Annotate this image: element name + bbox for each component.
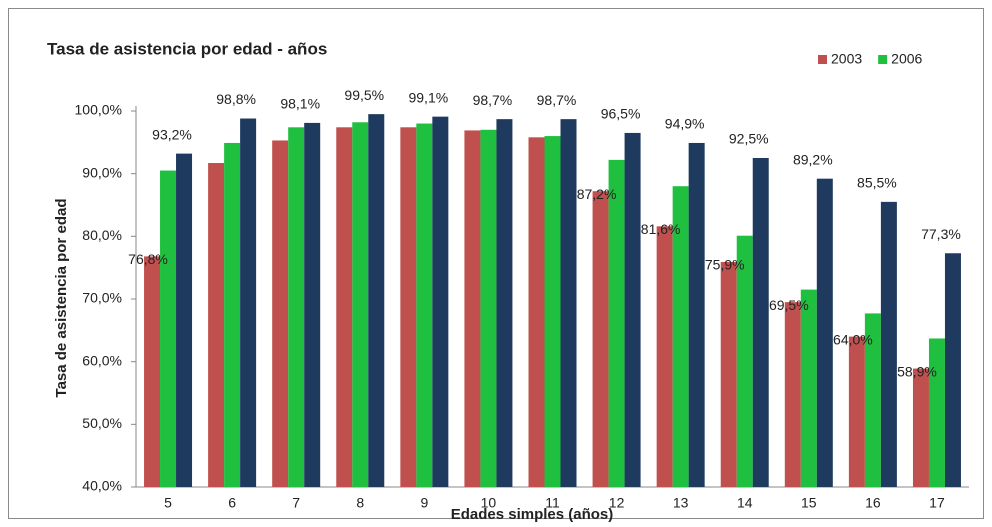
data-label: 98,1%: [280, 96, 320, 112]
y-tick-label: 80,0%: [82, 227, 122, 243]
bar: [752, 158, 769, 487]
data-label: 98,8%: [216, 91, 256, 107]
bar: [864, 313, 881, 487]
x-tick-label: 14: [737, 495, 753, 511]
bar: [880, 201, 897, 487]
legend-label: 2006: [891, 51, 922, 67]
bar: [592, 191, 609, 488]
x-axis-title: Edades simples (años): [451, 506, 614, 523]
x-tick-label: 11: [545, 495, 560, 511]
bar: [928, 338, 945, 487]
x-tick-label: 15: [801, 495, 817, 511]
bar: [464, 130, 481, 487]
bar: [496, 119, 513, 487]
x-tick-label: 6: [228, 495, 236, 511]
data-label: 77,3%: [921, 226, 961, 242]
bar: [848, 336, 865, 487]
data-label: 76,8%: [128, 251, 168, 267]
bar: [544, 136, 561, 488]
x-tick-label: 8: [356, 495, 364, 511]
bar: [480, 129, 497, 488]
y-tick-label: 90,0%: [82, 164, 122, 180]
bar: [160, 170, 177, 488]
bar: [304, 122, 321, 487]
legend-swatch: [818, 55, 827, 64]
bar: [784, 302, 801, 487]
data-label: 64,0%: [833, 331, 873, 347]
data-label: 94,9%: [665, 116, 705, 132]
data-label: 99,5%: [344, 87, 384, 103]
x-tick-label: 9: [420, 495, 428, 511]
y-tick-label: 70,0%: [82, 290, 122, 306]
x-tick-label: 12: [609, 495, 625, 511]
bar: [288, 127, 305, 487]
data-label: 85,5%: [857, 175, 897, 191]
bar: [208, 163, 225, 487]
data-label: 58,9%: [897, 363, 937, 379]
x-tick-label: 7: [292, 495, 300, 511]
legend-label: 2003: [831, 51, 862, 67]
chart-title: Tasa de asistencia por edad - años: [47, 39, 327, 58]
data-label: 96,5%: [601, 106, 641, 122]
data-label: 75,9%: [705, 257, 745, 273]
data-label: 81,6%: [641, 221, 681, 237]
bar: [240, 118, 257, 488]
legend-swatch: [878, 55, 888, 64]
bar: [176, 153, 193, 487]
bar: [624, 132, 641, 487]
data-label: 89,2%: [793, 151, 833, 167]
data-label: 93,2%: [152, 126, 192, 142]
bar: [400, 127, 417, 487]
bar: [688, 142, 705, 487]
y-tick-label: 40,0%: [82, 478, 122, 494]
x-tick-label: 13: [673, 495, 689, 511]
bar: [416, 123, 433, 488]
data-label: 92,5%: [729, 131, 769, 147]
data-label: 98,7%: [537, 92, 577, 108]
y-axis-title: Tasa de asistencia por edad: [53, 199, 70, 398]
bar: [912, 368, 929, 487]
bar: [272, 140, 289, 487]
bar: [144, 256, 161, 487]
x-tick-label: 5: [164, 495, 172, 511]
x-tick-label: 17: [929, 495, 945, 511]
bar: [352, 122, 369, 487]
bar: [720, 262, 737, 487]
bar: [816, 178, 833, 487]
bar: [944, 253, 961, 487]
bar: [560, 119, 577, 487]
bar: [368, 114, 385, 487]
bar: [672, 186, 689, 487]
bar: [528, 137, 545, 487]
x-tick-label: 10: [481, 495, 497, 511]
y-tick-label: 50,0%: [82, 415, 122, 431]
bar: [800, 289, 817, 487]
bar: [736, 235, 753, 487]
bar: [656, 226, 673, 487]
bar: [608, 159, 625, 487]
data-label: 87,2%: [577, 186, 617, 202]
bar: [224, 142, 241, 487]
bar: [432, 116, 449, 487]
data-label: 99,1%: [408, 89, 448, 105]
data-label: 69,5%: [769, 297, 809, 313]
y-tick-label: 100,0%: [75, 102, 122, 118]
data-label: 98,7%: [473, 92, 513, 108]
bar: [336, 127, 353, 487]
x-tick-label: 16: [865, 495, 881, 511]
y-tick-label: 60,0%: [82, 352, 122, 368]
